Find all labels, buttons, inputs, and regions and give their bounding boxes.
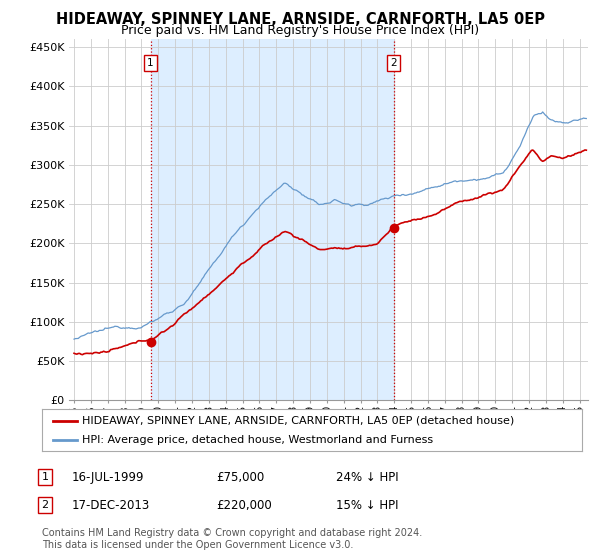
- Text: Price paid vs. HM Land Registry's House Price Index (HPI): Price paid vs. HM Land Registry's House …: [121, 24, 479, 37]
- Text: Contains HM Land Registry data © Crown copyright and database right 2024.
This d: Contains HM Land Registry data © Crown c…: [42, 528, 422, 549]
- Text: 17-DEC-2013: 17-DEC-2013: [72, 498, 150, 512]
- Text: 2: 2: [390, 58, 397, 68]
- Text: HPI: Average price, detached house, Westmorland and Furness: HPI: Average price, detached house, West…: [83, 435, 434, 445]
- Text: £75,000: £75,000: [216, 470, 264, 484]
- Text: HIDEAWAY, SPINNEY LANE, ARNSIDE, CARNFORTH, LA5 0EP: HIDEAWAY, SPINNEY LANE, ARNSIDE, CARNFOR…: [56, 12, 545, 27]
- Text: 2: 2: [41, 500, 49, 510]
- Text: 1: 1: [147, 58, 154, 68]
- Text: 16-JUL-1999: 16-JUL-1999: [72, 470, 145, 484]
- Bar: [151, 39, 394, 400]
- Text: £220,000: £220,000: [216, 498, 272, 512]
- Text: HIDEAWAY, SPINNEY LANE, ARNSIDE, CARNFORTH, LA5 0EP (detached house): HIDEAWAY, SPINNEY LANE, ARNSIDE, CARNFOR…: [83, 416, 515, 426]
- Text: 15% ↓ HPI: 15% ↓ HPI: [336, 498, 398, 512]
- Text: 24% ↓ HPI: 24% ↓ HPI: [336, 470, 398, 484]
- Text: 1: 1: [41, 472, 49, 482]
